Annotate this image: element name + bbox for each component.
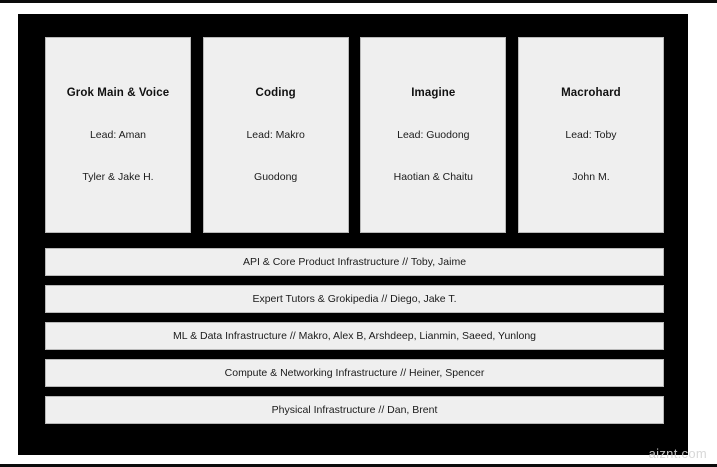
- infrastructure-bar[interactable]: Physical Infrastructure // Dan, Brent: [45, 396, 664, 424]
- division-title: Macrohard: [561, 87, 621, 99]
- division-title: Imagine: [411, 87, 456, 99]
- division-card[interactable]: Macrohard Lead: Toby John M.: [517, 37, 664, 233]
- infrastructure-bar[interactable]: Expert Tutors & Grokipedia // Diego, Jak…: [45, 285, 664, 313]
- division-card[interactable]: Imagine Lead: Guodong Haotian & Chaitu: [360, 37, 507, 233]
- division-members: Guodong: [254, 171, 298, 183]
- infrastructure-label: API & Core Product Infrastructure // Tob…: [242, 256, 467, 268]
- division-lead: Lead: Makro: [246, 129, 305, 141]
- division-title: Grok Main & Voice: [66, 87, 170, 99]
- infrastructure-label: Expert Tutors & Grokipedia // Diego, Jak…: [252, 293, 457, 305]
- infrastructure-label: Compute & Networking Infrastructure // H…: [224, 367, 485, 379]
- division-card[interactable]: Coding Lead: Makro Guodong: [202, 37, 349, 233]
- infrastructure-bar[interactable]: Compute & Networking Infrastructure // H…: [45, 359, 664, 387]
- division-lead: Lead: Aman: [89, 129, 147, 141]
- division-card[interactable]: Grok Main & Voice Lead: Aman Tyler & Jak…: [45, 37, 191, 233]
- division-members: Haotian & Chaitu: [393, 171, 473, 183]
- watermark: aiznt.com: [648, 446, 707, 461]
- division-lead: Lead: Guodong: [397, 129, 470, 141]
- division-lead: Lead: Toby: [565, 129, 617, 141]
- infrastructure-label: ML & Data Infrastructure // Makro, Alex …: [172, 330, 537, 342]
- division-members: John M.: [572, 171, 610, 183]
- infrastructure-label: Physical Infrastructure // Dan, Brent: [271, 404, 438, 416]
- infrastructure-bar[interactable]: ML & Data Infrastructure // Makro, Alex …: [45, 322, 664, 350]
- division-cards-row: Grok Main & Voice Lead: Aman Tyler & Jak…: [45, 37, 664, 233]
- division-members: Tyler & Jake H.: [82, 171, 154, 183]
- infrastructure-bar[interactable]: API & Core Product Infrastructure // Tob…: [45, 248, 664, 276]
- division-title: Coding: [255, 87, 296, 99]
- infrastructure-bars: API & Core Product Infrastructure // Tob…: [45, 248, 664, 424]
